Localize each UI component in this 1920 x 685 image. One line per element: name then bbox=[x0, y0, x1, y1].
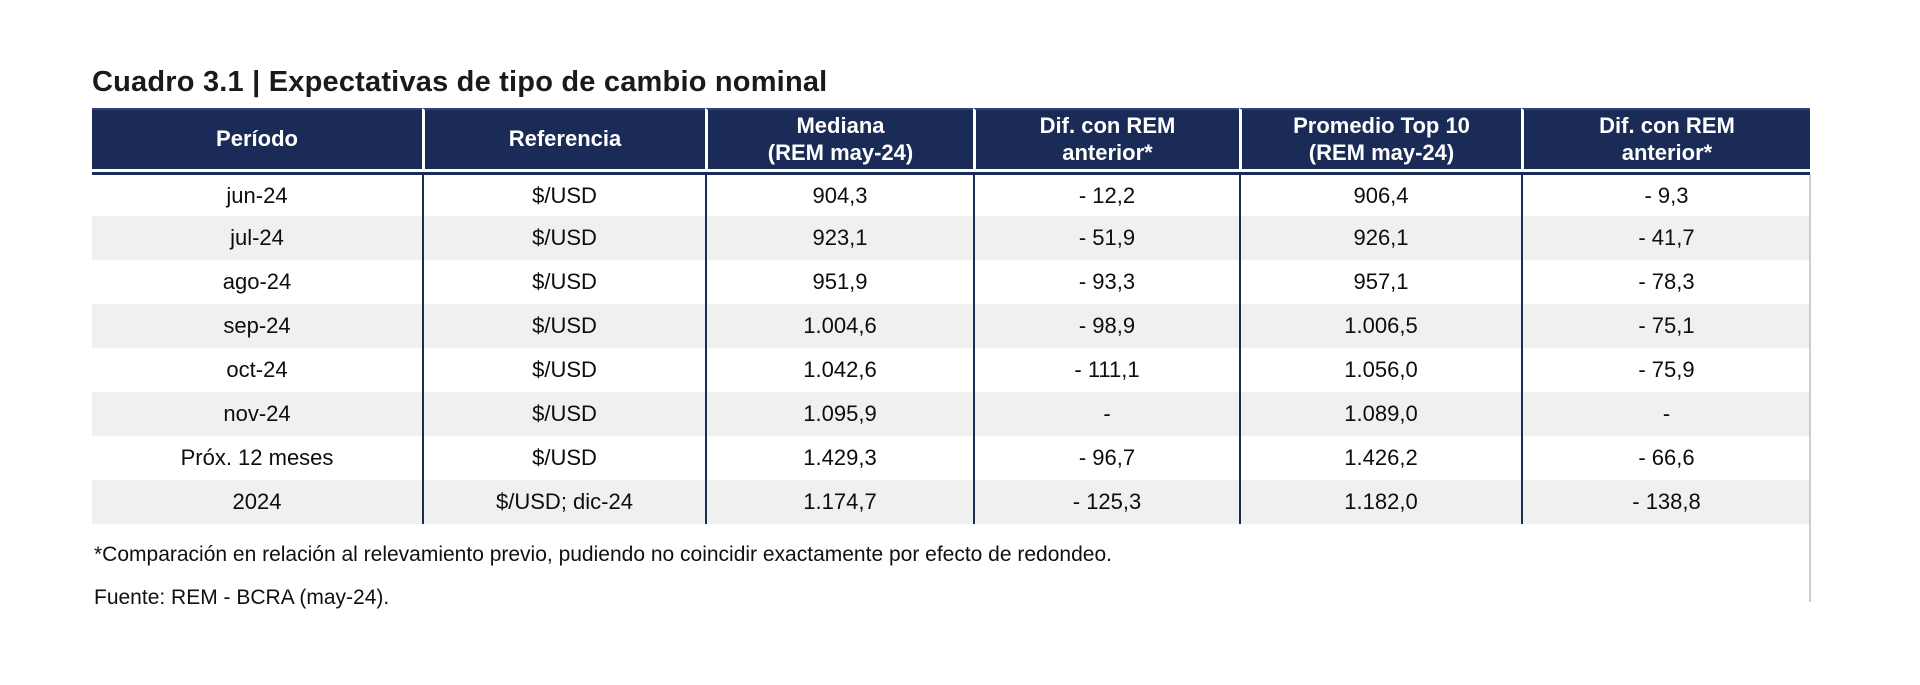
table-cell: 1.089,0 bbox=[1239, 392, 1521, 436]
table-cell: 1.182,0 bbox=[1239, 480, 1521, 524]
header-row: Período Referencia Mediana (REM may-24) Dif.… bbox=[92, 108, 1810, 172]
table-cell: 2024 bbox=[92, 480, 422, 524]
table-cell: $/USD bbox=[422, 436, 705, 480]
table-cell: 904,3 bbox=[705, 172, 973, 216]
table-row: Próx. 12 meses $/USD 1.429,3- 96,7 1.426,2-… bbox=[92, 436, 1810, 480]
table-right-rule bbox=[1809, 175, 1811, 602]
column-header-line: anterior* bbox=[1062, 139, 1153, 165]
table-cell: $/USD bbox=[422, 216, 705, 260]
table-row: sep-24 $/USD 1.004,6- 98,9 1.006,5- 75,1 bbox=[92, 304, 1810, 348]
table-row: jul-24 $/USD 923,1- 51,9 926,1- 41,7 bbox=[92, 216, 1810, 260]
column-header: Dif. con REM anterior* bbox=[973, 108, 1239, 172]
table-cell: sep-24 bbox=[92, 304, 422, 348]
column-header: Promedio Top 10 (REM may-24) bbox=[1239, 108, 1521, 172]
table-cell: - 75,9 bbox=[1521, 348, 1810, 392]
table-cell: - 125,3 bbox=[973, 480, 1239, 524]
table-cell: - bbox=[973, 392, 1239, 436]
table-cell: - 9,3 bbox=[1521, 172, 1810, 216]
column-header-line: Referencia bbox=[508, 126, 622, 152]
table-cell: ago-24 bbox=[92, 260, 422, 304]
table-cell: Próx. 12 meses bbox=[92, 436, 422, 480]
expectations-table: Período Referencia Mediana (REM may-24) Dif.… bbox=[92, 108, 1810, 524]
table-footnote: *Comparación en relación al relevamiento… bbox=[94, 543, 1112, 566]
table-cell: - 78,3 bbox=[1521, 260, 1810, 304]
table-cell: 1.095,9 bbox=[705, 392, 973, 436]
table-cell: - 138,8 bbox=[1521, 480, 1810, 524]
column-header-line: Mediana bbox=[796, 112, 885, 138]
table-row: nov-24 $/USD 1.095,9-1.089,0- bbox=[92, 392, 1810, 436]
table-row: 2024 $/USD; dic-24 1.174,7- 125,3 1.182,0- … bbox=[92, 480, 1810, 524]
table-cell: - 12,2 bbox=[973, 172, 1239, 216]
table-cell: $/USD bbox=[422, 348, 705, 392]
table-cell: 906,4 bbox=[1239, 172, 1521, 216]
source-note: Fuente: REM - BCRA (may-24). bbox=[94, 586, 390, 609]
table-cell: 926,1 bbox=[1239, 216, 1521, 260]
column-header: Referencia bbox=[422, 108, 705, 172]
table-cell: 1.426,2 bbox=[1239, 436, 1521, 480]
table-cell: jun-24 bbox=[92, 172, 422, 216]
table-cell: - 98,9 bbox=[973, 304, 1239, 348]
table-row: oct-24 $/USD 1.042,6- 111,1 1.056,0- 75,9 bbox=[92, 348, 1810, 392]
table-cell: 957,1 bbox=[1239, 260, 1521, 304]
table-cell: $/USD bbox=[422, 172, 705, 216]
table-cell: $/USD; dic-24 bbox=[422, 480, 705, 524]
table-cell: 1.042,6 bbox=[705, 348, 973, 392]
table-cell: $/USD bbox=[422, 260, 705, 304]
table-cell: oct-24 bbox=[92, 348, 422, 392]
column-header: Dif. con REM anterior* bbox=[1521, 108, 1810, 172]
table-cell: - 51,9 bbox=[973, 216, 1239, 260]
table-cell: 1.174,7 bbox=[705, 480, 973, 524]
table-row: ago-24 $/USD 951,9- 93,3 957,1- 78,3 bbox=[92, 260, 1810, 304]
table-cell: - 75,1 bbox=[1521, 304, 1810, 348]
column-header-line: Dif. con REM bbox=[1039, 112, 1176, 138]
table-cell: - 93,3 bbox=[973, 260, 1239, 304]
table-cell: - 111,1 bbox=[973, 348, 1239, 392]
table-cell: 1.006,5 bbox=[1239, 304, 1521, 348]
table-cell: 1.429,3 bbox=[705, 436, 973, 480]
column-header-line: (REM may-24) bbox=[767, 139, 914, 165]
table-row: jun-24 $/USD 904,3- 12,2 906,4- 9,3 bbox=[92, 172, 1810, 216]
column-header-line: Promedio Top 10 bbox=[1293, 112, 1470, 138]
table-cell: $/USD bbox=[422, 304, 705, 348]
table-cell: $/USD bbox=[422, 392, 705, 436]
table-cell: - 66,6 bbox=[1521, 436, 1810, 480]
table-cell: 923,1 bbox=[705, 216, 973, 260]
table-cell: - bbox=[1521, 392, 1810, 436]
table-cell: - 41,7 bbox=[1521, 216, 1810, 260]
column-header-line: Período bbox=[216, 126, 298, 152]
column-header-line: Dif. con REM bbox=[1599, 112, 1735, 138]
table-cell: 1.004,6 bbox=[705, 304, 973, 348]
table-cell: - 96,7 bbox=[973, 436, 1239, 480]
column-header-line: anterior* bbox=[1621, 139, 1713, 165]
table-cell: nov-24 bbox=[92, 392, 422, 436]
table-cell: 951,9 bbox=[705, 260, 973, 304]
table-body: jun-24 $/USD 904,3- 12,2 906,4- 9,3 jul-24 $/… bbox=[92, 172, 1810, 524]
table-cell: jul-24 bbox=[92, 216, 422, 260]
table-title: Cuadro 3.1 | Expectativas de tipo de cam… bbox=[92, 66, 828, 98]
table-cell: 1.056,0 bbox=[1239, 348, 1521, 392]
column-header: Mediana (REM may-24) bbox=[705, 108, 973, 172]
table-header: Período Referencia Mediana (REM may-24) Dif.… bbox=[92, 108, 1810, 172]
column-header: Período bbox=[92, 108, 422, 172]
column-header-line: (REM may-24) bbox=[1308, 139, 1455, 165]
